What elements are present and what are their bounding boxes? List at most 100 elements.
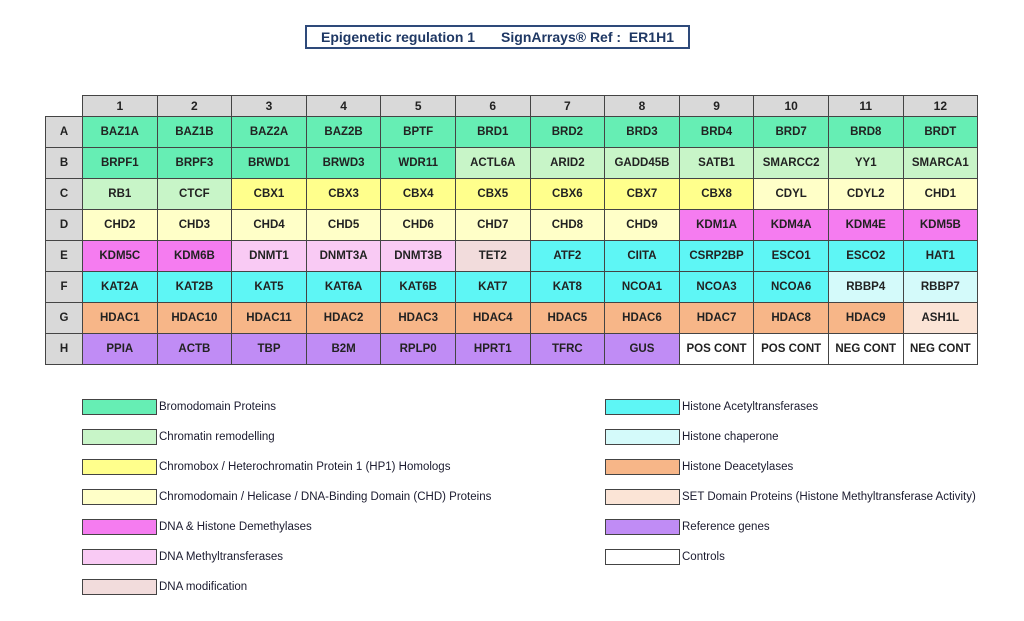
gene-cell: HDAC5 bbox=[529, 302, 606, 334]
legend-label: Histone Deacetylases bbox=[682, 461, 794, 473]
column-header: 10 bbox=[753, 95, 829, 117]
column-header: 12 bbox=[902, 95, 979, 117]
page-title: Epigenetic regulation 1 SignArrays® Ref … bbox=[305, 25, 690, 49]
legend-swatch bbox=[82, 489, 157, 505]
gene-cell: KAT6A bbox=[305, 271, 382, 303]
legend-swatch bbox=[82, 519, 157, 535]
legend-label: Reference genes bbox=[682, 521, 770, 533]
gene-cell: CHD4 bbox=[231, 209, 307, 241]
gene-cell: KDM1A bbox=[678, 209, 755, 241]
gene-cell: CBX4 bbox=[380, 178, 456, 210]
legend-item-mod: DNA modification bbox=[82, 579, 247, 595]
row-header: G bbox=[45, 302, 83, 334]
gene-cell: BAZ1A bbox=[82, 116, 158, 148]
table-row: G HDAC1 HDAC10 HDAC11 HDAC2 HDAC3 HDAC4 HDAC5 HD… bbox=[45, 302, 979, 334]
column-header: 7 bbox=[529, 95, 606, 117]
gene-cell: RPLP0 bbox=[380, 333, 456, 365]
table-row: H PPIA ACTB TBP B2M RPLP0 HPRT1 TFRC GUS POS CONT… bbox=[45, 333, 979, 365]
gene-cell: CHD7 bbox=[454, 209, 531, 241]
legend-item-chap: Histone chaperone bbox=[605, 429, 779, 445]
gene-cell: NCOA6 bbox=[753, 271, 829, 303]
gene-cell: ESCO1 bbox=[753, 240, 829, 272]
legend-swatch bbox=[605, 489, 680, 505]
legend-label: Bromodomain Proteins bbox=[159, 401, 276, 413]
gene-cell: NEG CONT bbox=[827, 333, 904, 365]
legend-item-cbx: Chromobox / Heterochromatin Protein 1 (H… bbox=[82, 459, 450, 475]
gene-cell: NCOA3 bbox=[678, 271, 755, 303]
legend-item-bromo: Bromodomain Proteins bbox=[82, 399, 276, 415]
gene-cell: HDAC9 bbox=[827, 302, 904, 334]
gene-cell: HDAC7 bbox=[678, 302, 755, 334]
gene-cell: RBBP7 bbox=[902, 271, 979, 303]
gene-cell: NEG CONT bbox=[902, 333, 979, 365]
legend-label: Histone chaperone bbox=[682, 431, 779, 443]
ref-label: SignArrays® Ref : bbox=[501, 29, 622, 45]
gene-cell: KDM5B bbox=[902, 209, 979, 241]
row-header: A bbox=[45, 116, 83, 148]
gene-cell: BRD3 bbox=[604, 116, 680, 148]
row-header: H bbox=[45, 333, 83, 365]
column-header: 11 bbox=[827, 95, 904, 117]
gene-cell: YY1 bbox=[827, 147, 904, 179]
gene-cell: CDYL bbox=[753, 178, 829, 210]
gene-cell: HDAC10 bbox=[156, 302, 233, 334]
gene-cell: POS CONT bbox=[678, 333, 755, 365]
column-header: 1 bbox=[82, 95, 158, 117]
gene-cell: BRDT bbox=[902, 116, 979, 148]
gene-cell: HPRT1 bbox=[454, 333, 531, 365]
ref-code: ER1H1 bbox=[628, 29, 674, 45]
gene-cell: BRPF1 bbox=[82, 147, 158, 179]
gene-cell: B2M bbox=[305, 333, 382, 365]
gene-cell: BRWD3 bbox=[305, 147, 382, 179]
gene-cell: BAZ2A bbox=[231, 116, 307, 148]
legend-label: Chromobox / Heterochromatin Protein 1 (H… bbox=[159, 461, 451, 473]
gene-cell: POS CONT bbox=[753, 333, 829, 365]
gene-cell: CTCF bbox=[156, 178, 233, 210]
legend-item-ref: Reference genes bbox=[605, 519, 770, 535]
gene-cell: DNMT3A bbox=[305, 240, 382, 272]
gene-cell: TFRC bbox=[529, 333, 606, 365]
gene-cell: CBX6 bbox=[529, 178, 606, 210]
column-header: 9 bbox=[678, 95, 755, 117]
gene-cell: GUS bbox=[604, 333, 680, 365]
gene-cell: CHD8 bbox=[529, 209, 606, 241]
gene-cell: KDM4E bbox=[827, 209, 904, 241]
gene-cell: TBP bbox=[231, 333, 307, 365]
table-row: A BAZ1A BAZ1B BAZ2A BAZ2B BPTF BRD1 BRD2 BRD3 BRD… bbox=[45, 116, 979, 148]
column-header: 3 bbox=[231, 95, 307, 117]
legend-swatch bbox=[605, 519, 680, 535]
gene-cell: NCOA1 bbox=[604, 271, 680, 303]
table-row: E KDM5C KDM6B DNMT1 DNMT3A DNMT3B TET2 ATF2 CIIT… bbox=[45, 240, 979, 272]
gene-cell: DNMT1 bbox=[231, 240, 307, 272]
gene-cell: ARID2 bbox=[529, 147, 606, 179]
legend-label: DNA modification bbox=[159, 581, 248, 593]
legend-label: SET Domain Proteins (Histone Methyltrans… bbox=[682, 491, 976, 503]
gene-cell: CHD6 bbox=[380, 209, 456, 241]
gene-cell: BPTF bbox=[380, 116, 456, 148]
gene-cell: BRD7 bbox=[753, 116, 829, 148]
gene-cell: CDYL2 bbox=[827, 178, 904, 210]
legend-label: Controls bbox=[682, 551, 725, 563]
gene-cell: ATF2 bbox=[529, 240, 606, 272]
legend-swatch bbox=[82, 579, 157, 595]
legend-label: DNA Methyltransferases bbox=[159, 551, 283, 563]
legend-item-hdac: Histone Deacetylases bbox=[605, 459, 793, 475]
gene-cell: KAT2A bbox=[82, 271, 158, 303]
gene-cell: HAT1 bbox=[902, 240, 979, 272]
row-header: E bbox=[45, 240, 83, 272]
gene-cell: HDAC3 bbox=[380, 302, 456, 334]
legend-item-hat: Histone Acetyltransferases bbox=[605, 399, 818, 415]
gene-cell: HDAC4 bbox=[454, 302, 531, 334]
gene-cell: CIITA bbox=[604, 240, 680, 272]
table-row: F KAT2A KAT2B KAT5 KAT6A KAT6B KAT7 KAT8 NCOA1 NC… bbox=[45, 271, 979, 303]
gene-cell: KDM4A bbox=[753, 209, 829, 241]
gene-cell: HDAC6 bbox=[604, 302, 680, 334]
gene-cell: HDAC11 bbox=[231, 302, 307, 334]
column-header: 4 bbox=[305, 95, 382, 117]
gene-cell: KDM6B bbox=[156, 240, 233, 272]
gene-cell: CHD5 bbox=[305, 209, 382, 241]
gene-cell: KDM5C bbox=[82, 240, 158, 272]
row-header: F bbox=[45, 271, 83, 303]
gene-cell: BRWD1 bbox=[231, 147, 307, 179]
gene-cell: CBX5 bbox=[454, 178, 531, 210]
